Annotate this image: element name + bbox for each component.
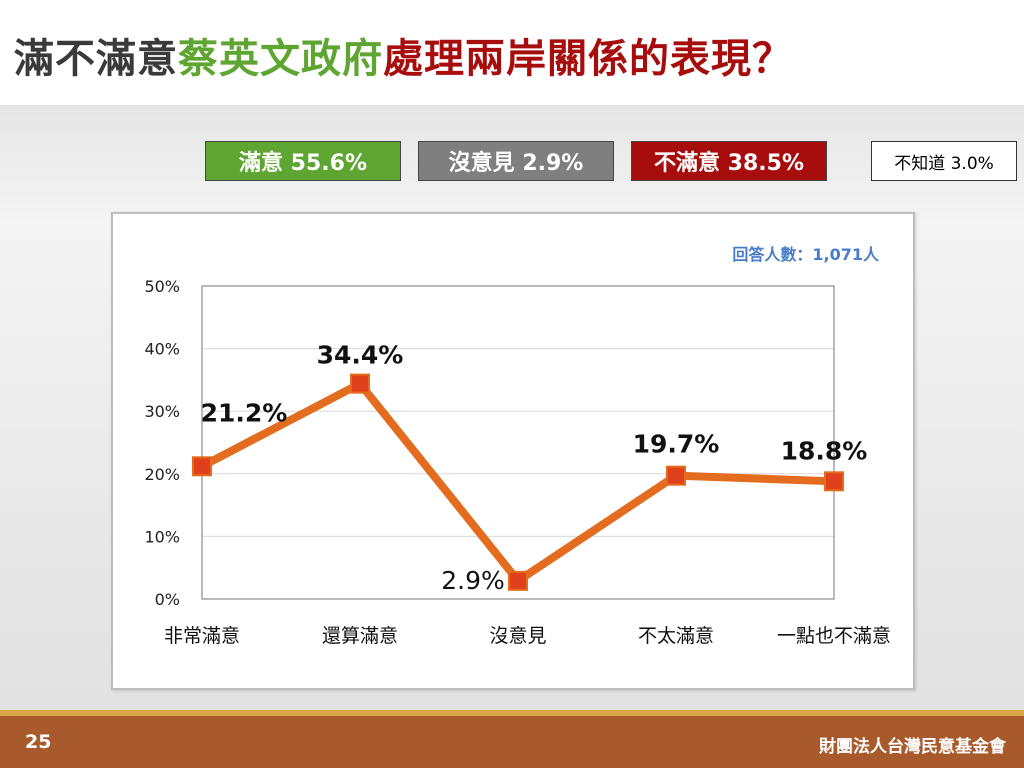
- data-label: 18.8%: [781, 436, 868, 465]
- data-point-marker: [824, 471, 844, 492]
- x-category-label: 非常滿意: [164, 625, 240, 647]
- chart-panel: 0% 10% 20% 30% 40% 50% 非常滿意 還算滿意 沒意見 不太滿意 一點也不滿意 21…: [111, 212, 915, 690]
- x-category-label: 沒意見: [489, 625, 546, 647]
- title-part-government: 蔡英文政府: [178, 36, 383, 82]
- title-bar: 滿不滿意蔡英文政府處理兩岸關係的表現？: [0, 0, 1024, 105]
- title-part-topic: 處理兩岸關係的表現？: [383, 36, 793, 82]
- x-category-label: 一點也不滿意: [777, 625, 891, 647]
- summary-unknown-box: 不知道 3.0%: [871, 141, 1017, 181]
- data-label: 34.4%: [317, 341, 404, 370]
- data-label: 19.7%: [633, 430, 720, 459]
- data-label: 21.2%: [201, 398, 288, 427]
- data-point-marker: [192, 456, 212, 477]
- page-title: 滿不滿意蔡英文政府處理兩岸關係的表現？: [14, 26, 793, 84]
- page-number: 25: [25, 731, 52, 753]
- y-tick-label: 10%: [144, 527, 180, 546]
- data-label: 2.9%: [441, 566, 505, 595]
- summary-dissatisfied-box: 不滿意 38.5%: [631, 141, 827, 181]
- title-part-satisfaction: 滿不滿意: [14, 36, 178, 82]
- y-tick-label: 50%: [144, 277, 180, 296]
- y-tick-label: 20%: [144, 465, 180, 484]
- footer: 25 財團法人台灣民意基金會: [0, 716, 1024, 768]
- organization-name: 財團法人台灣民意基金會: [819, 737, 1006, 757]
- plot-frame: [201, 285, 835, 600]
- summary-satisfied-box: 滿意 55.6%: [205, 141, 401, 181]
- y-tick-label: 0%: [155, 590, 180, 609]
- data-point-marker: [666, 465, 686, 486]
- x-category-label: 不太滿意: [638, 625, 714, 647]
- series-line: [200, 378, 835, 587]
- respondent-count-annotation: 回答人數：1,071人: [732, 245, 880, 264]
- footer-accent-line: [0, 710, 1024, 716]
- line-chart: 0% 10% 20% 30% 40% 50% 非常滿意 還算滿意 沒意見 不太滿意 一點也不滿意 21…: [144, 245, 891, 647]
- data-point-marker: [350, 373, 370, 394]
- data-point-marker: [508, 570, 528, 591]
- x-category-label: 還算滿意: [322, 625, 398, 647]
- y-tick-label: 30%: [144, 402, 180, 421]
- summary-no-opinion-box: 沒意見 2.9%: [418, 141, 614, 181]
- y-tick-label: 40%: [144, 340, 180, 359]
